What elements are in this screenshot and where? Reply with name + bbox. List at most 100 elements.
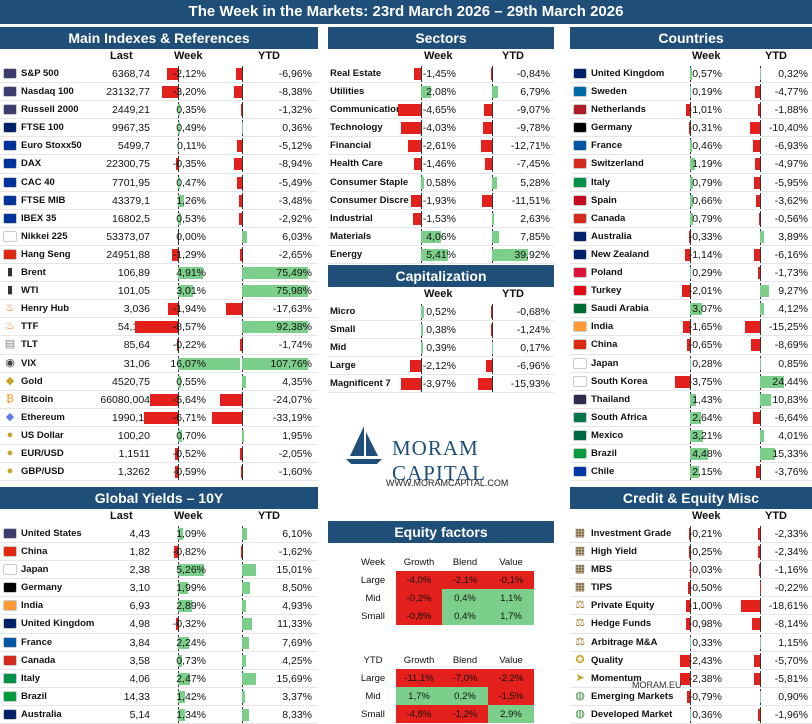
row-name: Industrial [330, 213, 373, 224]
eu-flag-icon [3, 213, 17, 224]
row-last: 3,10 [130, 582, 150, 594]
col-ytd: YTD [502, 50, 524, 62]
australia-flag-icon [3, 709, 17, 720]
row-ytd: -10,40% [769, 122, 808, 134]
ytd-bar-axis [492, 322, 493, 338]
ytd-bar [760, 231, 764, 243]
row-ytd: 3,37% [282, 691, 312, 703]
ytd-bar [242, 376, 246, 388]
row-ytd: -1,73% [775, 267, 808, 279]
row-ytd: -9,07% [517, 104, 550, 116]
row-last: 14,33 [124, 691, 150, 703]
coins-icon: ● [3, 448, 17, 459]
main-column-headers: Last Week YTD [0, 49, 318, 65]
factor-row-label: Mid [350, 589, 396, 607]
row-week: -3,97% [423, 378, 456, 390]
col-week: Week [174, 510, 203, 522]
germany-flag-icon [3, 582, 17, 593]
row-name: France [591, 140, 622, 151]
thailand-flag-icon [573, 394, 587, 405]
row-ytd: 107,76% [271, 358, 312, 370]
eu-flag-icon [3, 195, 17, 206]
row-ytd: -5,81% [775, 673, 808, 685]
row-ytd: 15,69% [276, 673, 312, 685]
row-last: 6368,74 [112, 68, 150, 80]
week-bar [421, 324, 423, 336]
table-row: ▦High Yield-0,25%-2,34% [570, 543, 812, 561]
main-indexes-panel: Main Indexes & References Last Week YTD … [0, 27, 318, 481]
china-flag-icon [573, 339, 587, 350]
week-bar [408, 140, 421, 152]
row-ytd: 5,28% [520, 177, 550, 189]
row-ytd: 2,63% [520, 213, 550, 225]
row-last: 4,43 [130, 528, 150, 540]
row-week: -3,20% [173, 86, 206, 98]
row-week: 0,55% [176, 376, 206, 388]
table-row: Industrial-1,53%2,63% [328, 210, 554, 228]
ytd-bar-axis [760, 598, 761, 614]
ytd-bar [760, 358, 761, 370]
sectors-panel: Sectors Week YTD Real Estate-1,45%-0,84%… [328, 27, 554, 264]
row-name: France [21, 637, 52, 648]
japan-flag-icon [3, 231, 17, 242]
row-week: -4,03% [423, 122, 456, 134]
ytd-bar-axis [242, 337, 243, 353]
newzealand-flag-icon [573, 249, 587, 260]
row-ytd: 4,35% [282, 376, 312, 388]
us-flag-icon [3, 528, 17, 539]
brand-url[interactable]: WWW.MORAMCAPITAL.COM [386, 478, 508, 488]
row-ytd: 0,90% [778, 691, 808, 703]
row-name: New Zealand [591, 249, 649, 260]
row-week: -0,65% [689, 339, 722, 351]
row-week: 3,01% [176, 285, 206, 297]
table-row: Consumer Discre-1,93%-11,51% [328, 192, 554, 210]
row-week: 3,07% [692, 303, 722, 315]
row-week: -0,79% [689, 691, 722, 703]
ytd-bar [239, 213, 242, 225]
ytd-bar [234, 158, 242, 170]
ytd-bar [241, 466, 242, 478]
factor-cell: -1,5% [488, 687, 534, 705]
row-ytd: -18,61% [769, 600, 808, 612]
row-ytd: -2,05% [279, 448, 312, 460]
ytd-bar-axis [492, 193, 493, 209]
bond-icon: ▦ [573, 582, 587, 593]
row-week: 0,11% [177, 140, 206, 152]
row-week: -2,12% [423, 360, 456, 372]
ytd-bar [226, 303, 242, 315]
col-last: Last [110, 50, 133, 62]
row-week: 0,00% [176, 231, 206, 243]
row-week: 1,42% [176, 691, 206, 703]
ytd-bar-axis [492, 138, 493, 154]
row-name: Germany [591, 122, 632, 133]
row-name: MBS [591, 564, 612, 575]
row-week: -0,82% [173, 546, 206, 558]
table-row: Financial-2,61%-12,71% [328, 137, 554, 155]
row-week: -0,31% [689, 122, 722, 134]
row-name: Real Estate [330, 68, 381, 79]
row-ytd: 15,33% [772, 448, 808, 460]
ytd-bar [242, 709, 249, 721]
row-ytd: 11,33% [277, 618, 312, 630]
row-ytd: -5,49% [279, 177, 312, 189]
row-last: 22300,75 [106, 158, 150, 170]
momentum-icon: ➤ [573, 673, 587, 684]
row-name: US Dollar [21, 430, 64, 441]
row-name: Canada [21, 655, 55, 666]
row-week: 0,28% [692, 358, 722, 370]
row-ytd: 75,98% [276, 285, 312, 297]
ytd-bar [760, 691, 761, 703]
ytd-bar [241, 104, 242, 116]
table-row: ⚖Hedge Funds-0,98%-8,14% [570, 615, 812, 633]
ytd-bar [760, 303, 764, 315]
ytd-bar-axis [760, 319, 761, 335]
row-last: 31,06 [124, 358, 150, 370]
